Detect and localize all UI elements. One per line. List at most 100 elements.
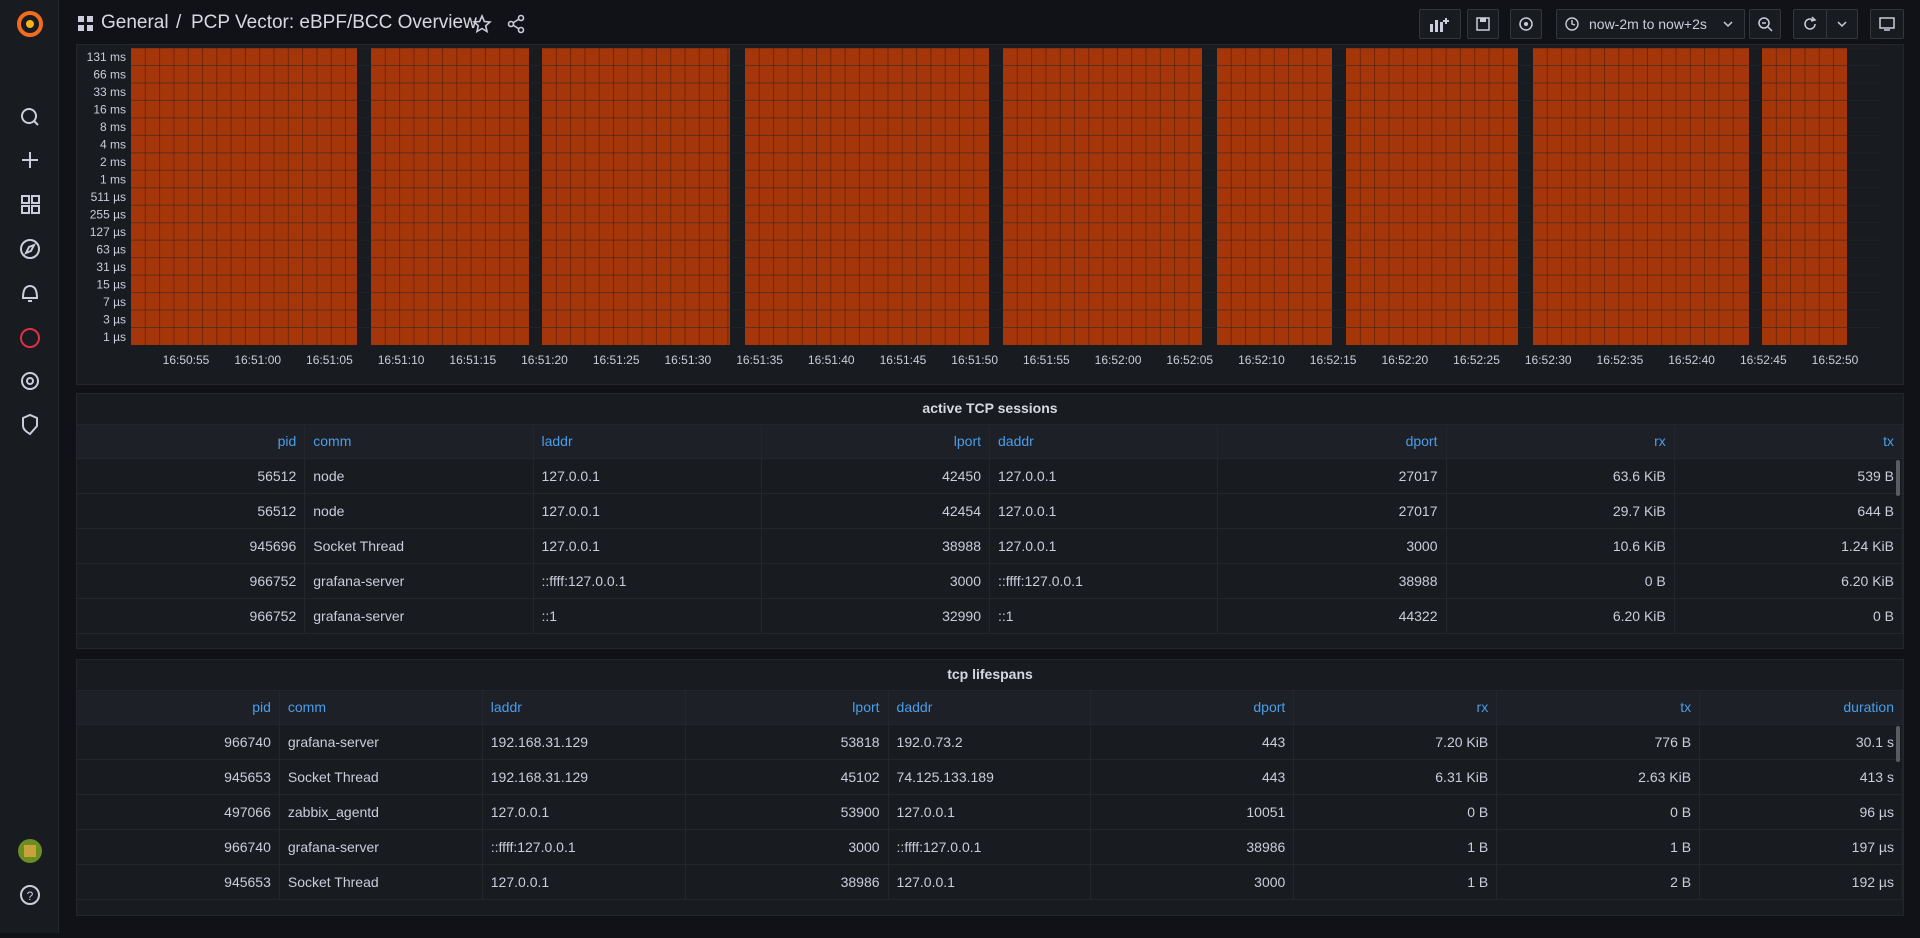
column-header[interactable]: pid [77, 690, 280, 725]
column-header[interactable]: comm [305, 424, 534, 459]
column-header[interactable]: laddr [483, 690, 686, 725]
table-row: 945653 Socket Thread 192.168.31.129 45102 74… [77, 760, 1903, 795]
y-axis-label: 511 µs [91, 190, 126, 204]
y-axis-label: 8 ms [100, 120, 126, 134]
alerting-icon[interactable] [21, 284, 39, 302]
x-axis-label: 16:52:05 [1166, 353, 1213, 367]
column-header[interactable]: dport [1218, 424, 1447, 459]
create-icon[interactable] [22, 152, 38, 168]
table-cell: 6.20 KiB [1675, 564, 1903, 599]
table-cell: 127.0.0.1 [990, 494, 1219, 529]
panel-title: active TCP sessions [922, 400, 1058, 416]
table-cell: Socket Thread [305, 529, 534, 564]
y-axis-label: 127 µs [90, 225, 126, 239]
y-axis-label: 255 µs [90, 207, 126, 221]
x-axis-label: 16:51:05 [306, 353, 353, 367]
x-axis-label: 16:51:25 [593, 353, 640, 367]
heatmap-block [542, 48, 730, 345]
table-cell: 32990 [762, 599, 990, 634]
help-icon[interactable]: ? [20, 885, 40, 905]
tv-mode-button[interactable] [1870, 9, 1904, 39]
plugin-icon[interactable] [20, 328, 40, 348]
breadcrumb-folder[interactable]: General [101, 12, 169, 33]
table-cell: 497066 [77, 795, 280, 830]
table-cell: ::ffff:127.0.0.1 [990, 564, 1219, 599]
dashboards-icon[interactable] [21, 195, 40, 214]
table-row: 966752 grafana-server::1 32990::1 44322 6.20… [77, 599, 1903, 634]
table-cell: 2.63 KiB [1497, 760, 1701, 795]
y-axis-label: 15 µs [96, 277, 126, 291]
column-header[interactable]: rx [1294, 690, 1498, 725]
table-row: 56512 node 127.0.0.1 42454 127.0.0.1 27017 29.… [77, 494, 1903, 529]
column-header[interactable]: duration [1700, 690, 1903, 725]
x-axis-label: 16:51:30 [665, 353, 712, 367]
table-cell: 1 B [1294, 830, 1498, 865]
table-row: 945696 Socket Thread 127.0.0.1 38988 127.0.0… [77, 529, 1903, 564]
refresh-interval-button[interactable] [1826, 9, 1858, 39]
explore-icon[interactable] [20, 239, 40, 259]
column-header[interactable]: rx [1447, 424, 1675, 459]
table-cell: 127.0.0.1 [889, 865, 1092, 900]
y-axis-label: 1 µs [103, 330, 126, 344]
column-header[interactable]: tx [1675, 424, 1903, 459]
table-cell: 0 B [1447, 564, 1675, 599]
table-cell: 10051 [1091, 795, 1295, 830]
column-header[interactable]: daddr [990, 424, 1219, 459]
table-row: 966740 grafana-server 192.168.31.129 53818 1… [77, 725, 1903, 760]
table-cell: 966752 [77, 564, 306, 599]
table-cell: 38988 [762, 529, 990, 564]
grafana-logo[interactable] [17, 11, 43, 37]
y-axis-label: 131 ms [87, 50, 126, 64]
table-cell: 56512 [77, 459, 306, 494]
table-cell: 29.7 KiB [1447, 494, 1675, 529]
x-axis-label: 16:52:35 [1597, 353, 1644, 367]
search-icon[interactable] [21, 108, 39, 126]
table-cell: node [305, 459, 534, 494]
table-panel: tcp lifespans pid comm laddr lport daddr dport… [76, 659, 1904, 916]
table-cell: 38988 [1218, 564, 1447, 599]
table-cell: 6.20 KiB [1447, 599, 1675, 634]
column-header[interactable]: lport [686, 690, 889, 725]
time-picker[interactable]: now-2m to now+2s [1556, 9, 1745, 39]
table-cell: Socket Thread [280, 760, 483, 795]
table-cell: 53818 [686, 725, 889, 760]
table-cell: 3000 [762, 564, 990, 599]
y-axis-label: 66 ms [93, 68, 126, 82]
column-header[interactable]: tx [1497, 690, 1701, 725]
settings-icon[interactable] [21, 372, 39, 390]
heatmap-block [131, 48, 357, 345]
x-axis-label: 16:51:55 [1023, 353, 1070, 367]
breadcrumb-dashboard[interactable]: PCP Vector: eBPF/BCC Overview [191, 12, 477, 33]
column-header[interactable]: dport [1091, 690, 1295, 725]
column-header[interactable]: comm [280, 690, 483, 725]
heatmap-block [1762, 48, 1847, 345]
table-cell: 42454 [762, 494, 990, 529]
x-axis-label: 16:52:10 [1238, 353, 1285, 367]
table-cell: 27017 [1218, 494, 1447, 529]
share-button[interactable] [506, 14, 526, 34]
settings-button[interactable] [1510, 9, 1542, 39]
star-button[interactable] [472, 14, 492, 34]
scrollbar[interactable] [1896, 460, 1900, 496]
panel-title: tcp lifespans [947, 666, 1033, 682]
heatmap-block [1003, 48, 1202, 345]
table-cell: 127.0.0.1 [990, 529, 1219, 564]
column-header[interactable]: pid [77, 424, 306, 459]
table-cell: 6.31 KiB [1294, 760, 1498, 795]
column-header[interactable]: laddr [534, 424, 762, 459]
column-header[interactable]: daddr [889, 690, 1092, 725]
scrollbar[interactable] [1896, 726, 1900, 762]
column-header[interactable]: lport [762, 424, 990, 459]
avatar[interactable] [18, 839, 42, 863]
heatmap: 131 ms 66 ms 33 ms 16 ms 8 ms 4 ms 2 ms 1 ms 511… [87, 47, 1881, 367]
zoom-out-button[interactable] [1749, 9, 1781, 39]
table-cell: 27017 [1218, 459, 1447, 494]
table-cell: 539 B [1675, 459, 1903, 494]
table-cell: 127.0.0.1 [990, 459, 1219, 494]
table-cell: 945653 [77, 865, 280, 900]
table-cell: 192.0.73.2 [889, 725, 1092, 760]
save-button[interactable] [1467, 9, 1499, 39]
refresh-button[interactable] [1793, 9, 1827, 39]
shield-icon[interactable] [22, 413, 38, 436]
add-panel-button[interactable] [1419, 9, 1461, 39]
